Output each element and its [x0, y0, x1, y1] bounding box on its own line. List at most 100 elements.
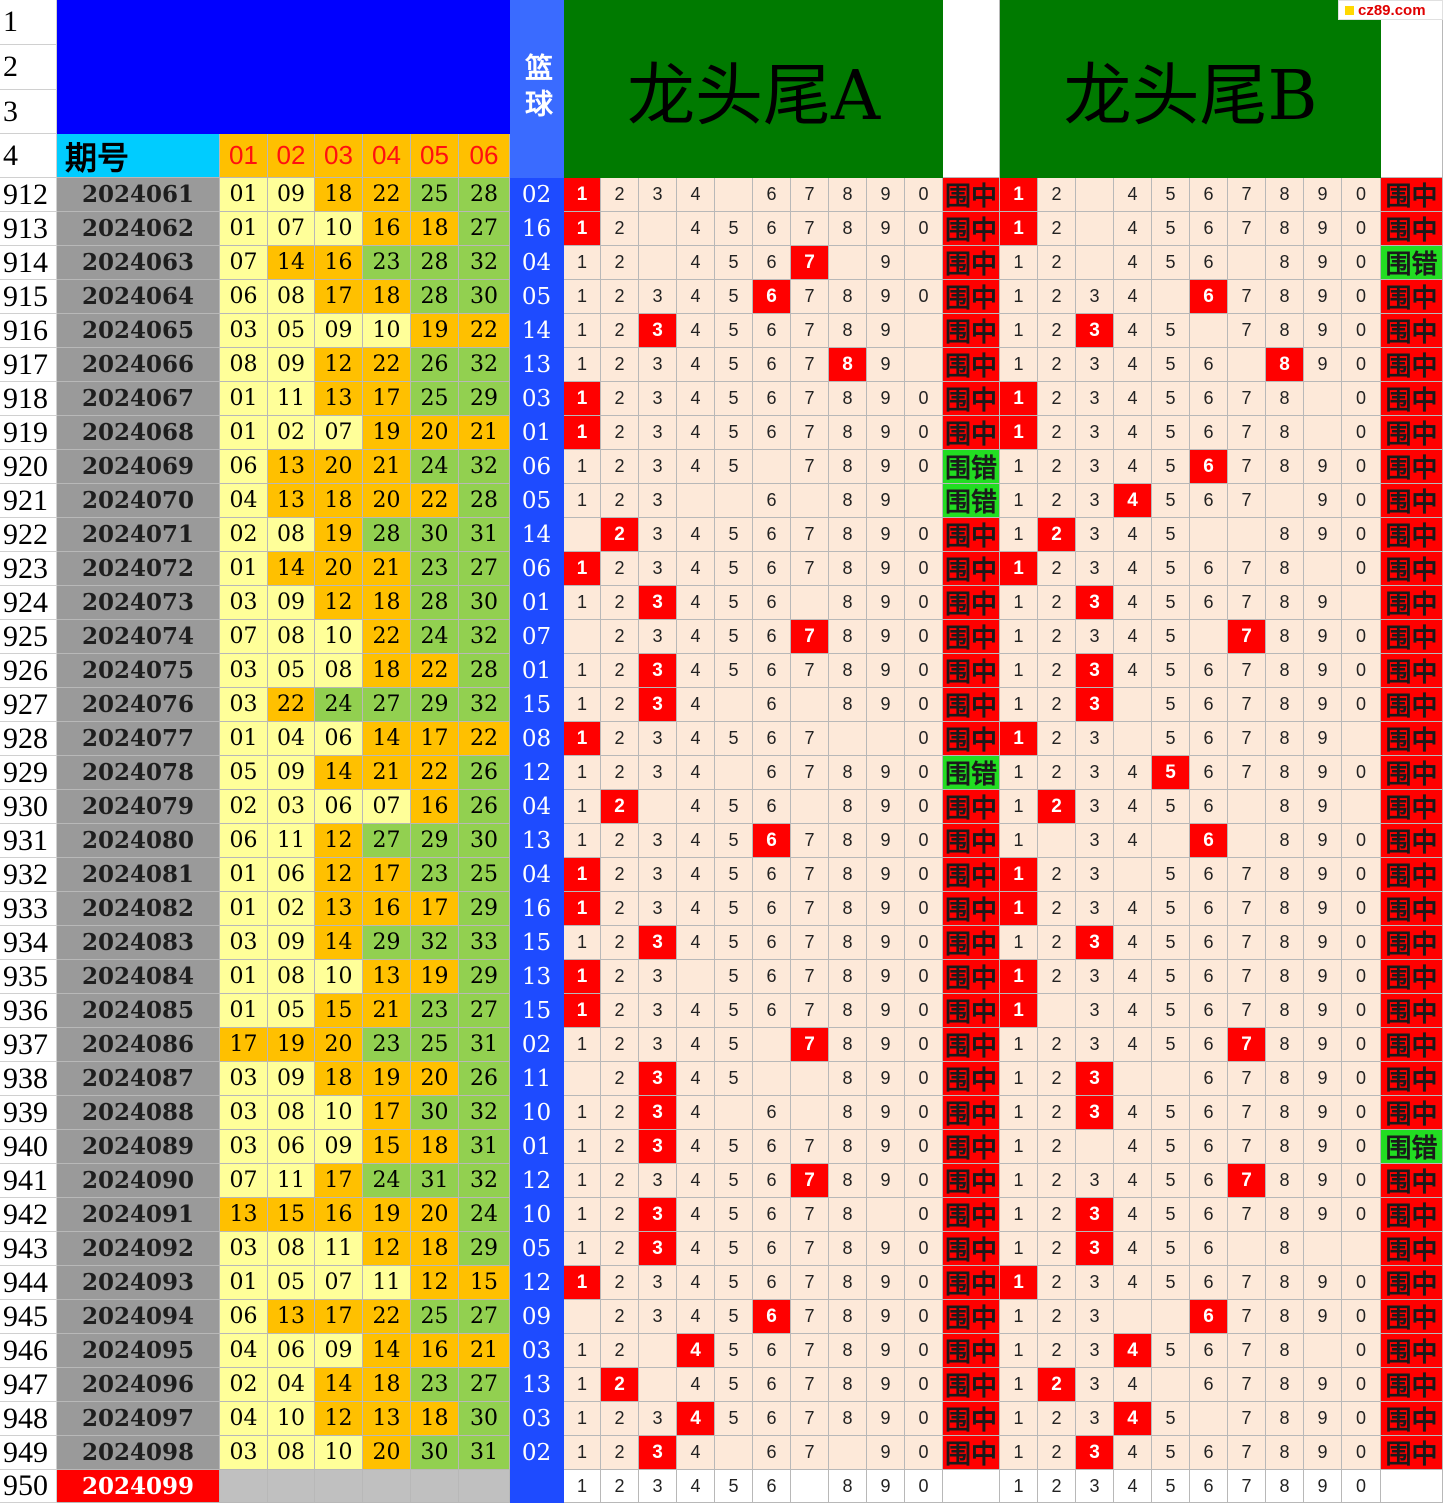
ball-cell[interactable]: 06 [220, 280, 268, 314]
ball-cell[interactable]: 07 [363, 790, 411, 824]
group-b-result[interactable]: 围中 [1381, 756, 1443, 790]
group-a-digit-1[interactable] [564, 1062, 601, 1096]
group-b-digit-9[interactable]: 9 [1304, 1062, 1342, 1096]
group-a-digit-0[interactable]: 0 [905, 960, 943, 994]
group-a-result[interactable]: 围中 [943, 824, 1000, 858]
blue-ball-cell[interactable]: 01 [510, 654, 564, 688]
group-b-digit-3[interactable]: 3 [1076, 1096, 1114, 1130]
group-a-digit-2[interactable]: 2 [601, 1436, 639, 1470]
blue-ball-cell[interactable]: 16 [510, 892, 564, 926]
group-b-digit-4[interactable]: 4 [1114, 1334, 1152, 1368]
group-b-digit-9[interactable]: 9 [1304, 926, 1342, 960]
group-a-digit-7[interactable]: 7 [791, 994, 829, 1028]
group-a-digit-3[interactable]: 3 [639, 722, 677, 756]
group-a-digit-4[interactable]: 4 [677, 348, 715, 382]
group-a-digit-4[interactable] [677, 960, 715, 994]
group-a-digit-5[interactable]: 5 [715, 1402, 753, 1436]
row-header[interactable]: 949 [0, 1436, 57, 1470]
group-b-digit-4[interactable]: 4 [1114, 960, 1152, 994]
group-b-digit-1[interactable]: 1 [1000, 416, 1038, 450]
group-b-digit-7[interactable]: 7 [1228, 178, 1266, 212]
group-a-digit-2[interactable]: 2 [601, 858, 639, 892]
period-cell[interactable]: 2024069 [57, 450, 220, 484]
ball-cell[interactable]: 20 [315, 450, 363, 484]
group-a-digit-7[interactable]: 7 [791, 178, 829, 212]
period-cell[interactable]: 2024088 [57, 1096, 220, 1130]
ball-cell[interactable]: 03 [220, 586, 268, 620]
group-a-digit-7[interactable] [791, 484, 829, 518]
row-header[interactable]: 934 [0, 926, 57, 960]
period-cell[interactable]: 2024096 [57, 1368, 220, 1402]
group-a-digit-6[interactable]: 6 [753, 280, 791, 314]
ball-cell[interactable]: 18 [363, 654, 411, 688]
ball-cell[interactable]: 11 [268, 1164, 315, 1198]
ball-cell[interactable]: 23 [363, 1028, 411, 1062]
blue-ball-cell[interactable]: 10 [510, 1096, 564, 1130]
ball-cell[interactable]: 03 [220, 1096, 268, 1130]
group-a-result[interactable]: 围中 [943, 654, 1000, 688]
group-b-digit-7[interactable]: 7 [1228, 1164, 1266, 1198]
group-b-digit-9[interactable]: 9 [1304, 348, 1342, 382]
group-a-digit-1[interactable]: 1 [564, 1028, 601, 1062]
ball-cell[interactable]: 28 [411, 586, 459, 620]
group-a-digit-6[interactable]: 6 [753, 620, 791, 654]
group-b-digit-2[interactable]: 2 [1038, 688, 1076, 722]
group-b-digit-6[interactable]: 6 [1190, 552, 1228, 586]
group-a-digit-3[interactable]: 3 [639, 1198, 677, 1232]
group-a-digit-8[interactable]: 8 [829, 1300, 867, 1334]
ball-cell[interactable]: 23 [411, 552, 459, 586]
group-a-digit-1[interactable]: 1 [564, 552, 601, 586]
row-header[interactable]: 930 [0, 790, 57, 824]
ball-cell[interactable]: 28 [459, 654, 510, 688]
group-b-digit-2[interactable]: 2 [1038, 756, 1076, 790]
ball-cell[interactable]: 13 [220, 1198, 268, 1232]
group-a-digit-5[interactable]: 5 [715, 1266, 753, 1300]
group-b-digit-2[interactable]: 2 [1038, 960, 1076, 994]
blue-ball-cell[interactable]: 13 [510, 824, 564, 858]
group-b-digit-5[interactable] [1152, 1062, 1190, 1096]
blue-ball-cell[interactable]: 09 [510, 1300, 564, 1334]
ball-cell[interactable]: 20 [411, 1062, 459, 1096]
group-b-digit-0[interactable]: 0 [1342, 518, 1381, 552]
period-cell[interactable]: 2024075 [57, 654, 220, 688]
period-cell[interactable]: 2024064 [57, 280, 220, 314]
group-b-digit-9[interactable]: 9 [1304, 756, 1342, 790]
group-a-digit-3[interactable]: 3 [639, 484, 677, 518]
row-header[interactable]: 926 [0, 654, 57, 688]
group-a-digit-7[interactable]: 7 [791, 1368, 829, 1402]
group-a-digit-0[interactable]: 0 [905, 450, 943, 484]
group-a-digit-4[interactable]: 4 [677, 620, 715, 654]
ball-cell[interactable]: 10 [315, 960, 363, 994]
ball-cell[interactable]: 17 [315, 1164, 363, 1198]
group-b-digit-6[interactable]: 6 [1190, 1266, 1228, 1300]
group-b-digit-9[interactable]: 9 [1304, 1300, 1342, 1334]
group-b-digit-7[interactable] [1228, 246, 1266, 280]
group-a-digit-7[interactable]: 7 [791, 246, 829, 280]
group-b-digit-3[interactable]: 3 [1076, 518, 1114, 552]
group-a-digit-9[interactable]: 9 [867, 1130, 905, 1164]
group-a-digit-5[interactable]: 5 [715, 1300, 753, 1334]
group-a-result[interactable]: 围中 [943, 688, 1000, 722]
ball-cell[interactable]: 11 [268, 824, 315, 858]
group-b-digit-5[interactable]: 5 [1152, 178, 1190, 212]
group-b-digit-6[interactable]: 6 [1190, 1436, 1228, 1470]
ball-cell[interactable]: 29 [459, 892, 510, 926]
group-b-digit-4[interactable]: 4 [1114, 382, 1152, 416]
group-a-digit-1[interactable]: 1 [564, 824, 601, 858]
group-b-digit-5[interactable]: 5 [1152, 756, 1190, 790]
group-a-digit-0[interactable]: 0 [905, 926, 943, 960]
group-b-digit-7[interactable]: 7 [1228, 722, 1266, 756]
group-a-result[interactable]: 围中 [943, 1266, 1000, 1300]
group-b-digit-1[interactable]: 1 [1000, 552, 1038, 586]
group-b-digit-5[interactable]: 5 [1152, 722, 1190, 756]
group-a-digit-1[interactable]: 1 [564, 586, 601, 620]
period-header[interactable]: 期号 [57, 134, 220, 178]
group-b-digit-5[interactable]: 5 [1152, 382, 1190, 416]
ball-cell[interactable] [220, 1470, 268, 1503]
group-b-digit-7[interactable]: 7 [1228, 1028, 1266, 1062]
row-header[interactable]: 925 [0, 620, 57, 654]
group-a-digit-9[interactable]: 9 [867, 586, 905, 620]
group-b-digit-5[interactable]: 5 [1152, 450, 1190, 484]
group-b-digit-0[interactable]: 0 [1342, 416, 1381, 450]
group-b-digit-0[interactable]: 0 [1342, 246, 1381, 280]
